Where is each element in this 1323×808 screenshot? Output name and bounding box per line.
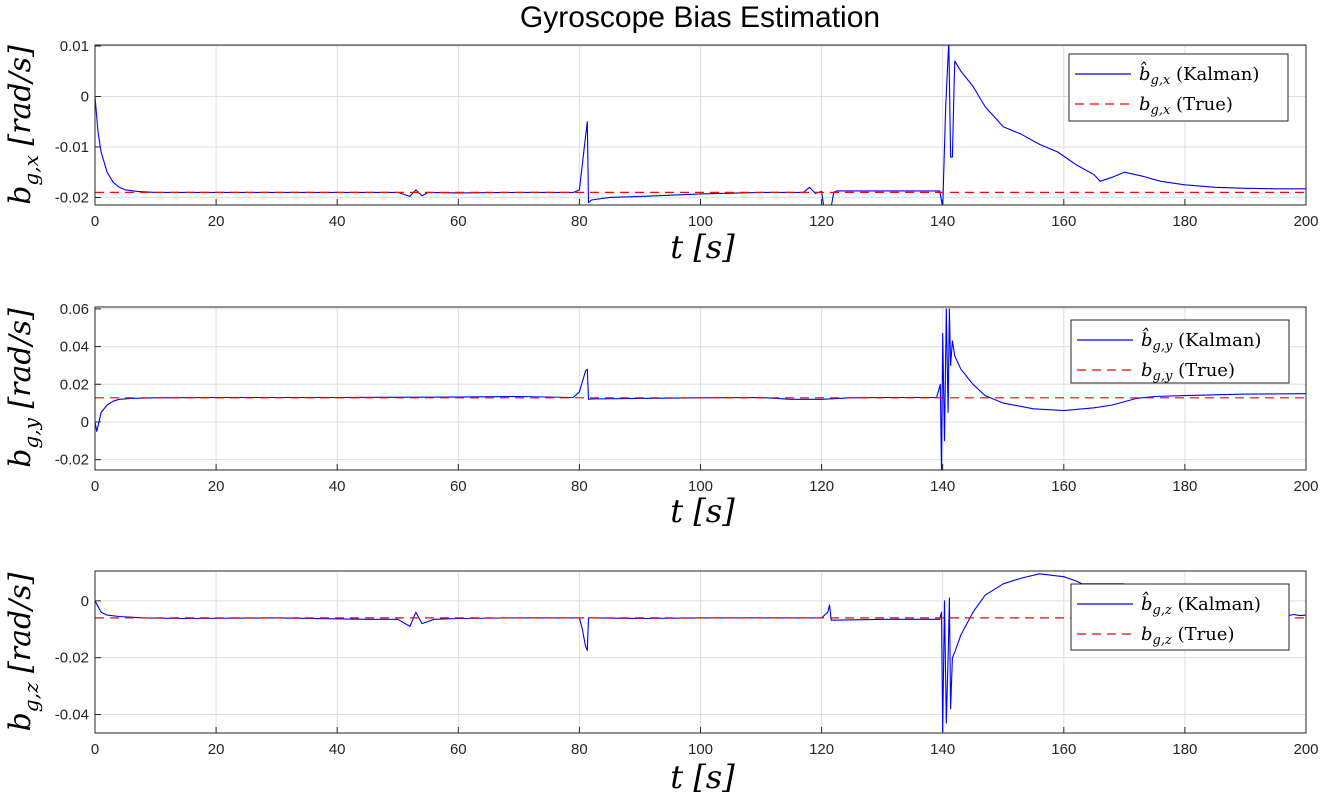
x-tick-label: 80 (571, 213, 588, 230)
legend: b̂g,z (Kalman) bg,z (True) (1070, 583, 1290, 651)
x-tick-label: 140 (930, 213, 955, 230)
x-tick-label: 200 (1293, 478, 1318, 495)
x-tick-label: 0 (91, 478, 99, 495)
legend: b̂g,x (Kalman) bg,x (True) (1068, 53, 1289, 122)
legend-box (1070, 583, 1290, 651)
x-axis-label: t [s] (670, 758, 735, 796)
legend-entry: b̂g,x (Kalman) (1139, 60, 1259, 88)
x-tick-label: 180 (1172, 741, 1197, 758)
x-tick-label: 100 (688, 213, 713, 230)
y-tick-label: 0.04 (60, 339, 89, 356)
x-tick-label: 60 (450, 213, 467, 230)
x-tick-label: 140 (930, 478, 955, 495)
x-tick-label: 180 (1172, 213, 1197, 230)
x-tick-label: 180 (1172, 478, 1197, 495)
y-tick-label: -0.02 (55, 189, 89, 206)
legend-entry: bg,z (True) (1141, 624, 1234, 648)
x-tick-label: 0 (91, 741, 99, 758)
y-tick-label: -0.04 (55, 707, 89, 724)
x-tick-label: 20 (208, 478, 225, 495)
legend-entry: b̂g,z (Kalman) (1141, 590, 1261, 618)
y-tick-label: -0.02 (55, 452, 89, 469)
x-tick-label: 100 (688, 478, 713, 495)
legend-box (1070, 319, 1290, 384)
x-tick-label: 100 (688, 741, 713, 758)
x-axis-label: t [s] (670, 228, 735, 266)
y-tick-label: 0.02 (60, 376, 89, 393)
x-tick-label: 200 (1293, 741, 1318, 758)
subplot-1: 0 20 40 60 80 100 120 140 160 180 200 0.01 0 -0.01 -0.… (3, 38, 1319, 266)
y-tick-label: 0 (81, 88, 89, 105)
axes-frame (94, 570, 1307, 734)
x-tick-label: 60 (450, 741, 467, 758)
y-tick-label: 0 (81, 414, 89, 431)
figure-title: Gyroscope Bias Estimation (520, 1, 880, 34)
axes-frame (94, 306, 1307, 471)
y-axis-label: bg,x [rad/s] (3, 45, 43, 205)
x-tick-label: 40 (329, 213, 346, 230)
legend: b̂g,y (Kalman) bg,y (True) (1070, 319, 1290, 384)
axes-frame (94, 44, 1307, 206)
x-tick-label: 120 (809, 213, 834, 230)
x-tick-label: 120 (809, 741, 834, 758)
y-tick-label: -0.02 (55, 650, 89, 667)
subplot-2: 0 20 40 60 80 100 120 140 160 180 200 0.06 0.04 0.02 0… (3, 301, 1319, 530)
legend-entry: bg,x (True) (1139, 94, 1233, 118)
x-tick-label: 160 (1051, 741, 1076, 758)
y-tick-label: 0 (81, 593, 89, 610)
x-tick-label: 200 (1293, 213, 1318, 230)
subplot-group: 0 20 40 60 80 100 120 140 160 180 2000.010-0.01-0.… (3, 38, 1319, 796)
x-tick-label: 0 (91, 213, 99, 230)
x-tick-label: 80 (571, 741, 588, 758)
x-tick-label: 60 (450, 478, 467, 495)
x-tick-label: 40 (329, 478, 346, 495)
y-axis-label: bg,z [rad/s] (3, 572, 43, 731)
legend-entry: bg,y (True) (1141, 360, 1235, 384)
x-tick-label: 80 (571, 478, 588, 495)
x-axis-label: t [s] (670, 492, 735, 530)
y-tick-label: -0.01 (55, 139, 89, 156)
y-tick-label: 0.01 (60, 38, 89, 55)
x-tick-label: 20 (208, 213, 225, 230)
x-tick-label: 20 (208, 741, 225, 758)
kalman-estimate-line (95, 573, 1125, 733)
subplot-3: 0 20 40 60 80 100 120 140 160 180 200 0 -0.02 -0.04 t … (3, 570, 1319, 796)
x-tick-label: 120 (809, 478, 834, 495)
x-tick-label: 140 (930, 741, 955, 758)
y-axis-label: bg,y [rad/s] (3, 308, 43, 468)
x-tick-label: 160 (1051, 478, 1076, 495)
x-tick-label: 40 (329, 741, 346, 758)
y-tick-label: 0.06 (60, 301, 89, 318)
legend-entry: b̂g,y (Kalman) (1141, 326, 1261, 354)
legend-box (1068, 53, 1289, 122)
x-tick-label: 160 (1051, 213, 1076, 230)
